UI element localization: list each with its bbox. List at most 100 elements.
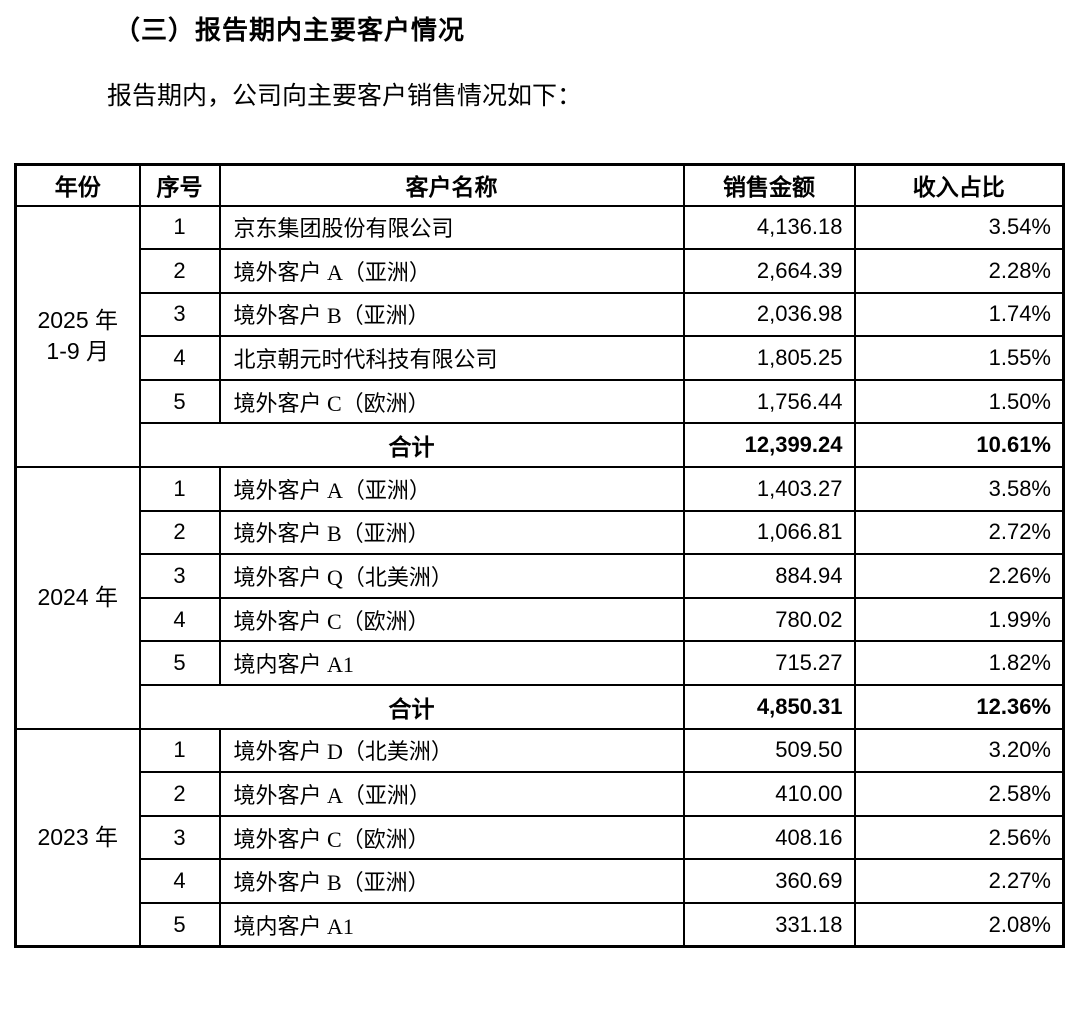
- table-row: 4 北京朝元时代科技有限公司 1,805.25 1.55%: [16, 335, 1065, 381]
- sales-amount: 1,066.81: [682, 509, 856, 556]
- table-header: 年份 序号 客户名称 销售金额 收入占比: [14, 163, 1065, 207]
- sales-amount: 780.02: [682, 596, 856, 643]
- row-index: 4: [138, 335, 221, 381]
- customer-name: 京东集团股份有限公司: [218, 204, 685, 251]
- header-row: 年份 序号 客户名称 销售金额 收入占比: [14, 163, 1065, 207]
- header-year: 年份: [14, 163, 141, 207]
- customer-name: 境内客户 A1: [218, 640, 685, 687]
- table-row: 5 境内客户 A1 331.18 2.08%: [16, 902, 1065, 948]
- table-row: 4 境外客户 C（欧洲） 780.02 1.99%: [16, 596, 1065, 643]
- total-label: 合计: [138, 422, 685, 469]
- row-index: 3: [138, 814, 221, 861]
- customer-name: 境外客户 C（欧洲）: [218, 814, 685, 861]
- revenue-ratio: 2.72%: [853, 509, 1065, 556]
- row-index: 3: [138, 291, 221, 338]
- row-index: 5: [138, 378, 221, 425]
- sales-amount: 2,036.98: [682, 291, 856, 338]
- total-label: 合计: [138, 684, 685, 730]
- revenue-ratio: 1.55%: [853, 335, 1065, 381]
- year-cell: 2023 年: [14, 727, 141, 948]
- year-line: 2023 年: [37, 823, 119, 850]
- customer-name: 境外客户 Q（北美洲）: [218, 553, 685, 599]
- revenue-ratio: 3.58%: [853, 466, 1065, 512]
- row-index: 3: [138, 553, 221, 599]
- table-row: 2 境外客户 A（亚洲） 410.00 2.58%: [16, 771, 1065, 817]
- section-title: （三）报告期内主要客户情况: [114, 15, 466, 45]
- row-index: 1: [138, 204, 221, 251]
- total-row: 合计 4,850.31 12.36%: [16, 684, 1065, 730]
- header-index: 序号: [138, 163, 221, 207]
- row-index: 2: [138, 771, 221, 817]
- sales-amount: 509.50: [682, 727, 856, 774]
- revenue-ratio: 2.28%: [853, 248, 1065, 294]
- revenue-ratio: 2.26%: [853, 553, 1065, 599]
- table-row: 3 境外客户 B（亚洲） 2,036.98 1.74%: [16, 291, 1065, 338]
- table-row: 3 境外客户 C（欧洲） 408.16 2.56%: [16, 814, 1065, 861]
- revenue-ratio: 1.50%: [853, 378, 1065, 425]
- sales-amount: 410.00: [682, 771, 856, 817]
- total-revenue-ratio: 12.36%: [853, 684, 1065, 730]
- row-index: 1: [138, 727, 221, 774]
- header-amount: 销售金额: [682, 163, 856, 207]
- sales-amount: 360.69: [682, 858, 856, 904]
- table-row: 4 境外客户 B（亚洲） 360.69 2.27%: [16, 858, 1065, 904]
- year-line: 2025 年: [37, 307, 119, 334]
- total-sales-amount: 12,399.24: [682, 422, 856, 469]
- table-row: 2 境外客户 A（亚洲） 2,664.39 2.28%: [16, 248, 1065, 294]
- row-index: 1: [138, 466, 221, 512]
- customer-name: 境外客户 A（亚洲）: [218, 771, 685, 817]
- table-row: 5 境外客户 C（欧洲） 1,756.44 1.50%: [16, 378, 1065, 425]
- revenue-ratio: 2.58%: [853, 771, 1065, 817]
- customer-name: 境外客户 C（欧洲）: [218, 378, 685, 425]
- revenue-ratio: 3.54%: [853, 204, 1065, 251]
- row-index: 2: [138, 248, 221, 294]
- table-row: 5 境内客户 A1 715.27 1.82%: [16, 640, 1065, 687]
- year-line: 2024 年: [37, 584, 119, 611]
- row-index: 5: [138, 902, 221, 948]
- sales-amount: 1,805.25: [682, 335, 856, 381]
- customer-name: 境外客户 B（亚洲）: [218, 509, 685, 556]
- sales-amount: 1,403.27: [682, 466, 856, 512]
- revenue-ratio: 1.82%: [853, 640, 1065, 687]
- table-row: 3 境外客户 Q（北美洲） 884.94 2.26%: [16, 553, 1065, 599]
- header-ratio: 收入占比: [853, 163, 1065, 207]
- revenue-ratio: 1.99%: [853, 596, 1065, 643]
- sales-amount: 2,664.39: [682, 248, 856, 294]
- total-sales-amount: 4,850.31: [682, 684, 856, 730]
- header-customer: 客户名称: [218, 163, 685, 207]
- sales-amount: 884.94: [682, 553, 856, 599]
- sales-amount: 1,756.44: [682, 378, 856, 425]
- revenue-ratio: 2.56%: [853, 814, 1065, 861]
- revenue-ratio: 1.74%: [853, 291, 1065, 338]
- table-row: 2025 年 1-9 月 1 京东集团股份有限公司 4,136.18 3.54%: [14, 204, 1065, 469]
- revenue-ratio: 2.08%: [853, 902, 1065, 948]
- intro-text: 报告期内，公司向主要客户销售情况如下：: [107, 83, 583, 110]
- major-customers-table: 年份 序号 客户名称 销售金额 收入占比 2025 年 1-9 月 1 京东集团股份有…: [14, 163, 1065, 949]
- sales-amount: 715.27: [682, 640, 856, 687]
- sales-amount: 408.16: [682, 814, 856, 861]
- customer-name: 北京朝元时代科技有限公司: [218, 335, 685, 381]
- row-index: 2: [138, 509, 221, 556]
- year-cell: 2025 年 1-9 月: [14, 204, 141, 469]
- customer-name: 境外客户 B（亚洲）: [218, 291, 685, 338]
- table-row: 2023 年 1 境外客户 D（北美洲） 509.50 3.20%: [14, 727, 1065, 948]
- row-index: 4: [138, 858, 221, 904]
- revenue-ratio: 2.27%: [853, 858, 1065, 904]
- customer-name: 境外客户 A（亚洲）: [218, 248, 685, 294]
- sales-amount: 331.18: [682, 902, 856, 948]
- row-index: 4: [138, 596, 221, 643]
- sales-amount: 4,136.18: [682, 204, 856, 251]
- year-line: 1-9 月: [46, 338, 110, 365]
- total-row: 合计 12,399.24 10.61%: [16, 422, 1065, 469]
- customer-name: 境外客户 B（亚洲）: [218, 858, 685, 904]
- customers-table-body: 2025 年 1-9 月 1 京东集团股份有限公司 4,136.18 3.54% 2 境外客户…: [14, 204, 1065, 948]
- customer-name: 境外客户 C（欧洲）: [218, 596, 685, 643]
- row-index: 5: [138, 640, 221, 687]
- total-revenue-ratio: 10.61%: [853, 422, 1065, 469]
- table-row: 2024 年 1 境外客户 A（亚洲） 1,403.27 3.58%: [14, 466, 1065, 730]
- customer-name: 境内客户 A1: [218, 902, 685, 948]
- table-row: 2 境外客户 B（亚洲） 1,066.81 2.72%: [16, 509, 1065, 556]
- year-cell: 2024 年: [14, 466, 141, 730]
- revenue-ratio: 3.20%: [853, 727, 1065, 774]
- customer-name: 境外客户 D（北美洲）: [218, 727, 685, 774]
